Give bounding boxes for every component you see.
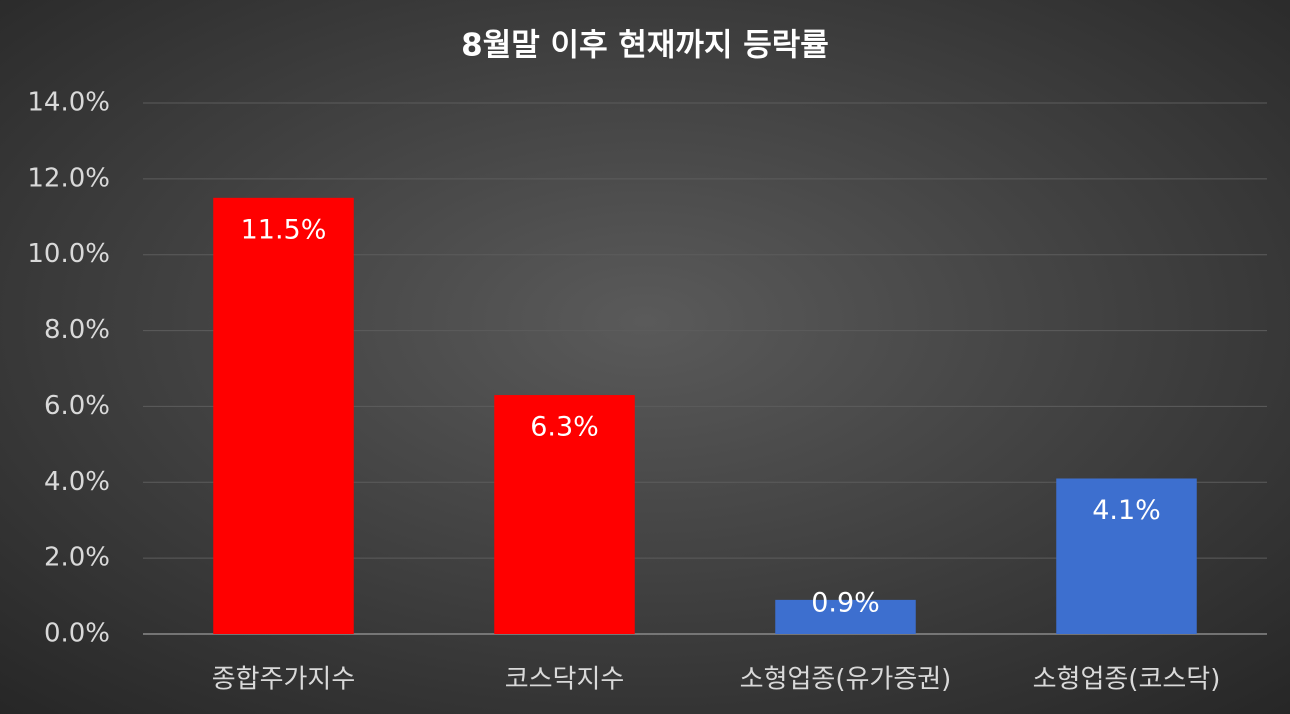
bar (494, 395, 635, 634)
y-tick-label: 14.0% (27, 88, 110, 118)
bar (1056, 478, 1197, 634)
y-tick-label: 4.0% (44, 467, 110, 497)
x-tick-label: 소형업종(유가증권) (740, 665, 952, 695)
y-tick-label: 0.0% (44, 619, 110, 649)
x-tick-label: 종합주가지수 (212, 665, 356, 695)
value-label: 11.5% (241, 214, 327, 245)
chart-title: 8월말 이후 현재까지 등락률 (461, 28, 829, 64)
x-tick-label: 소형업종(코스닥) (1033, 665, 1221, 695)
value-label: 6.3% (530, 412, 599, 443)
value-label: 0.9% (811, 588, 880, 619)
y-tick-label: 8.0% (44, 315, 110, 345)
y-tick-label: 2.0% (44, 543, 110, 573)
bar (213, 197, 354, 635)
y-tick-label: 6.0% (44, 391, 110, 421)
y-tick-label: 12.0% (27, 163, 110, 193)
x-tick-label: 코스닥지수 (505, 665, 625, 695)
bar (775, 599, 916, 634)
y-tick-label: 10.0% (27, 239, 110, 269)
value-label: 4.1% (1092, 495, 1161, 526)
